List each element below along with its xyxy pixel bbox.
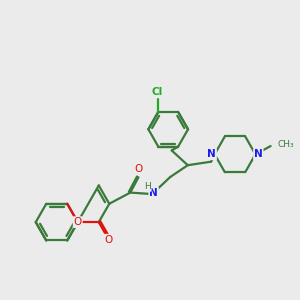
- Text: Cl: Cl: [151, 87, 163, 97]
- Text: O: O: [105, 235, 113, 245]
- Text: N: N: [254, 149, 263, 159]
- Text: O: O: [74, 217, 82, 227]
- Text: N: N: [149, 188, 158, 198]
- Text: N: N: [207, 149, 216, 159]
- Text: H: H: [144, 182, 151, 191]
- Text: O: O: [134, 164, 142, 174]
- Text: CH₃: CH₃: [277, 140, 294, 149]
